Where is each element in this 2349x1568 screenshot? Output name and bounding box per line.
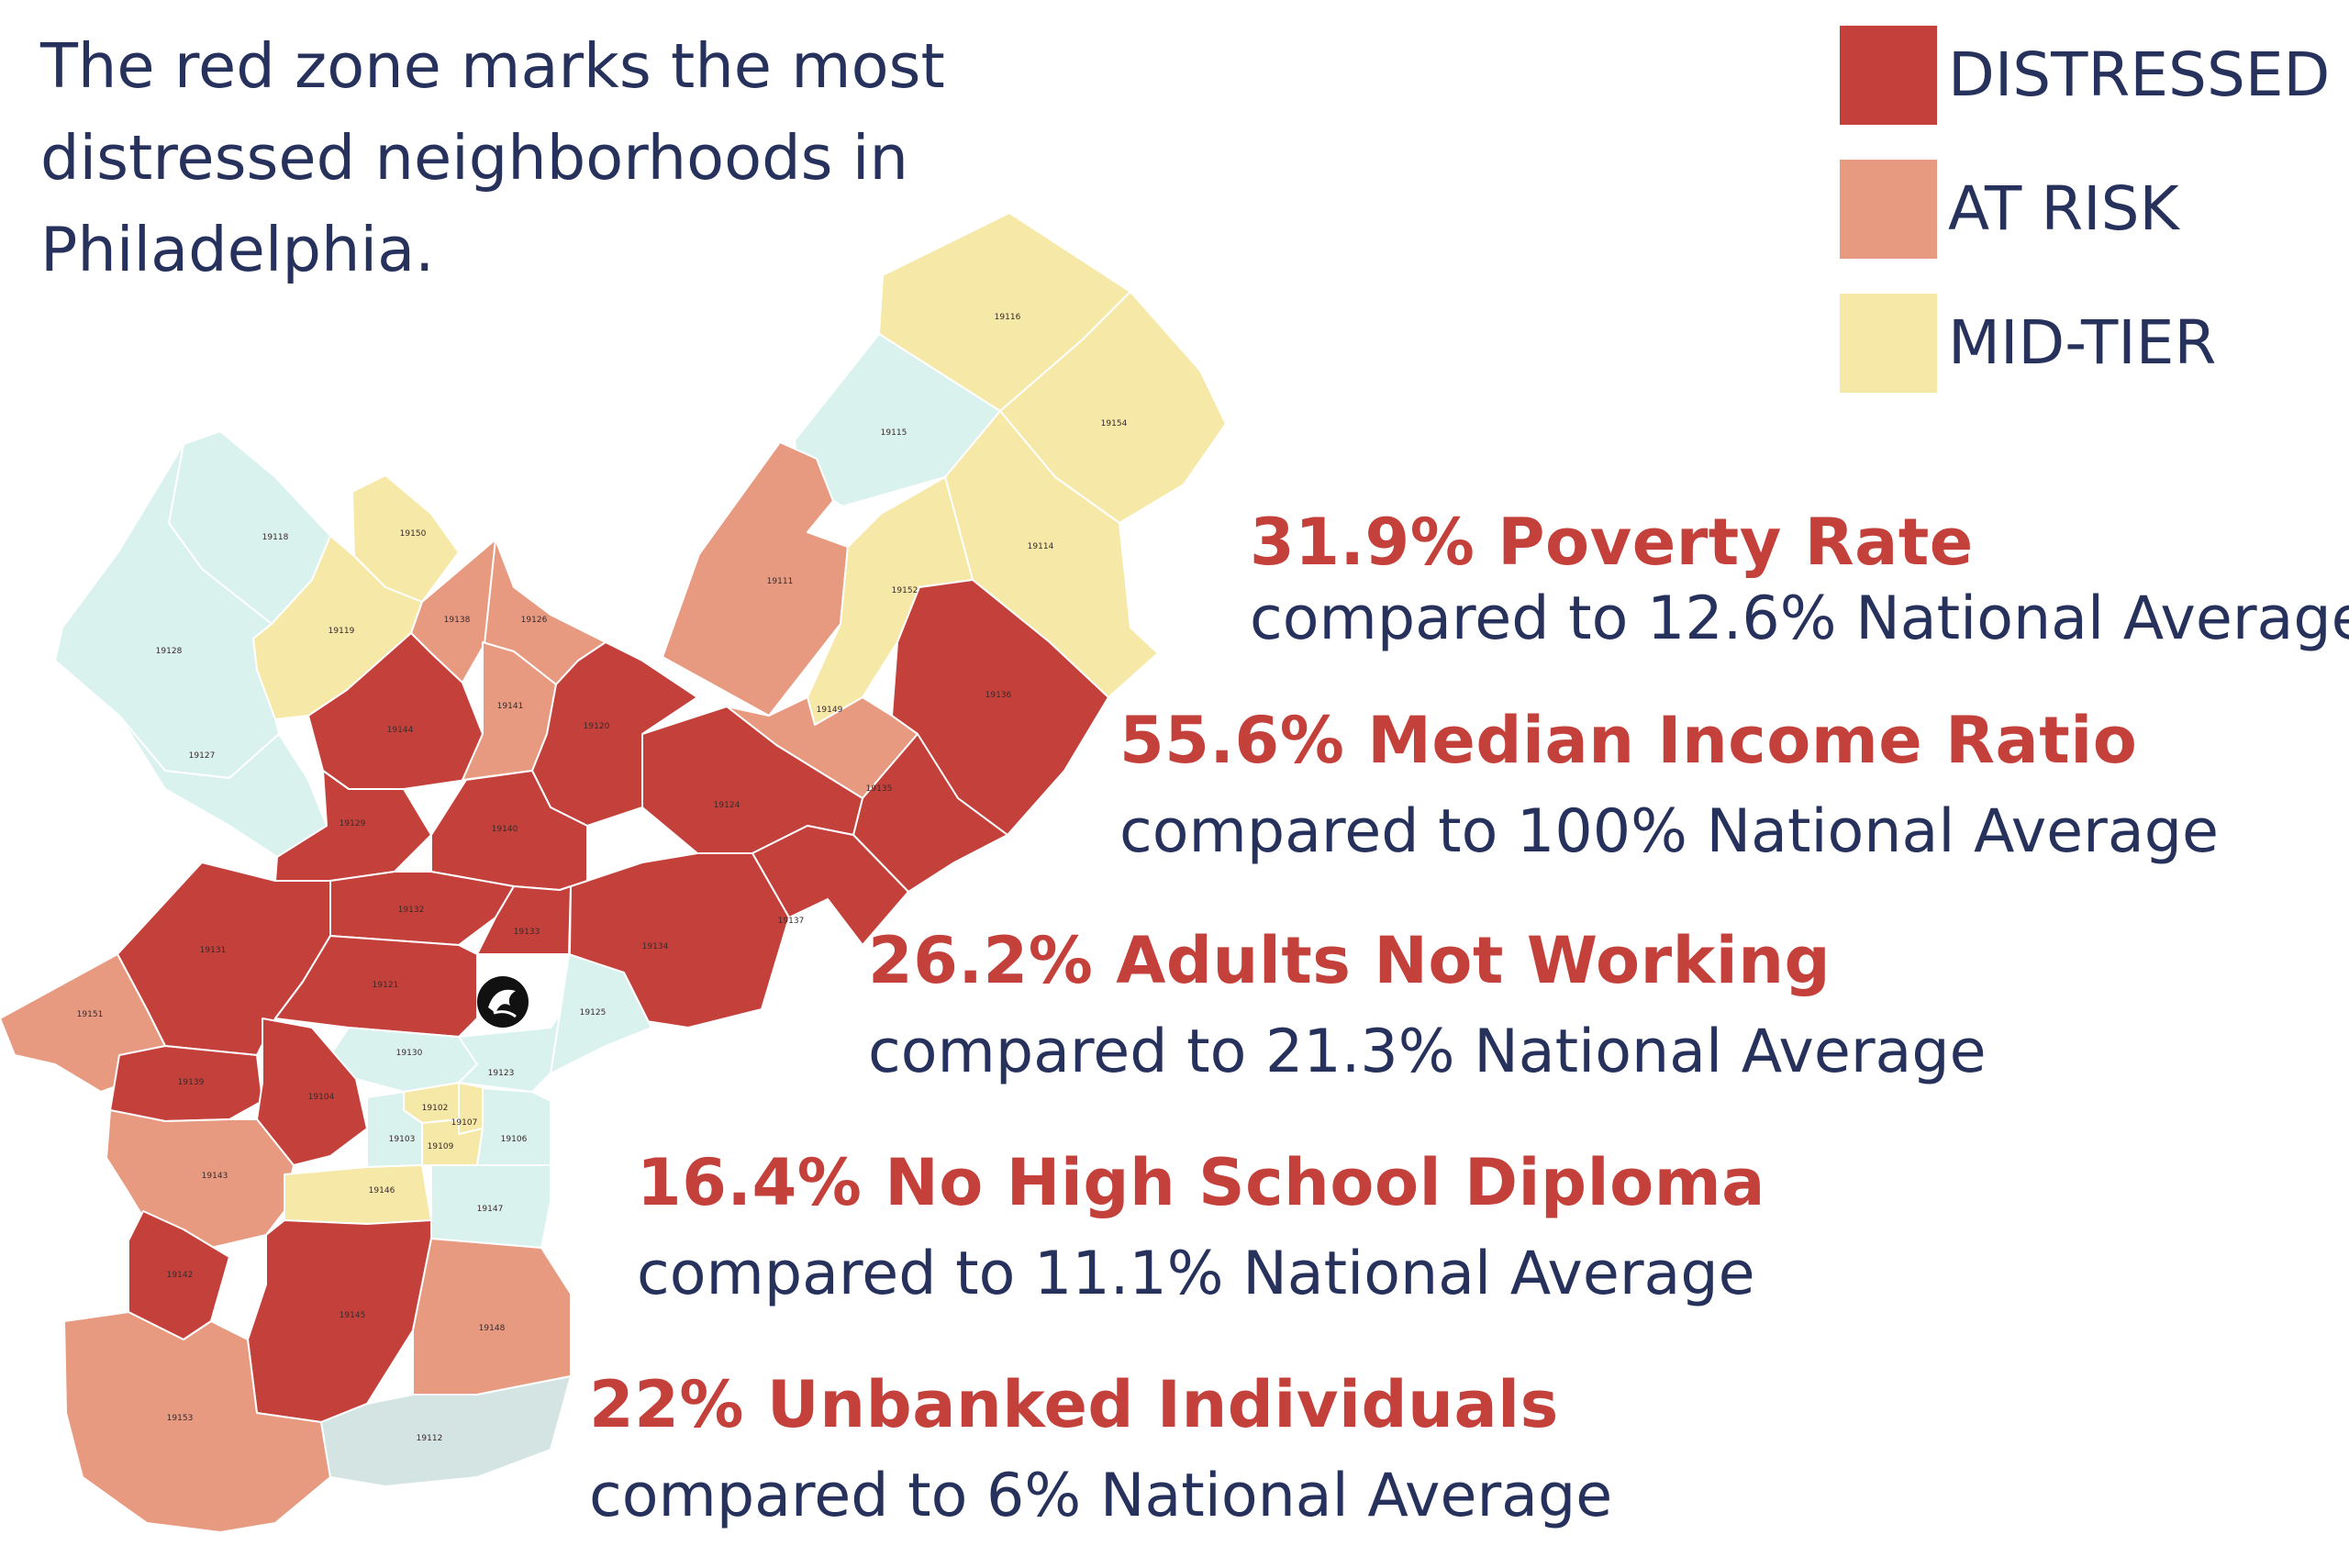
zip-area-19148	[412, 1238, 572, 1396]
zip-label-19135: 19135	[866, 784, 893, 794]
zip-label-19129: 19129	[340, 819, 366, 828]
stat-adults-not-working: 26.2% Adults Not Working compared to 21.…	[868, 919, 1987, 1094]
zip-area-19106	[476, 1087, 551, 1166]
zip-area-19112	[320, 1375, 572, 1487]
legend-swatch-distressed	[1840, 26, 1937, 125]
zip-label-19124: 19124	[714, 801, 740, 810]
zip-area-19123	[458, 1014, 561, 1093]
zip-label-19149: 19149	[817, 706, 843, 715]
zip-label-19119: 19119	[328, 627, 355, 636]
zip-label-19152: 19152	[892, 586, 918, 595]
stat-comparison: compared to 6% National Average	[589, 1462, 1613, 1530]
zip-label-19107: 19107	[451, 1118, 478, 1128]
zip-label-19141: 19141	[497, 702, 524, 711]
zip-label-19125: 19125	[580, 1008, 607, 1018]
zip-label-19134: 19134	[642, 942, 669, 951]
zip-label-19150: 19150	[400, 529, 427, 539]
zip-label-19140: 19140	[492, 825, 518, 834]
zip-area-19104	[256, 1018, 368, 1166]
zip-area-19127	[118, 715, 328, 858]
legend-swatch-at-risk	[1840, 160, 1937, 259]
zip-label-19131: 19131	[200, 946, 227, 955]
zip-label-19126: 19126	[521, 616, 548, 625]
zip-label-19127: 19127	[189, 751, 216, 761]
zip-label-19139: 19139	[178, 1078, 205, 1087]
zip-area-19145	[247, 1219, 432, 1423]
legend-label-distressed: DISTRESSED	[1948, 39, 2331, 110]
legend-swatch-mid-tier	[1840, 294, 1937, 393]
zip-label-19102: 19102	[422, 1104, 449, 1113]
zip-label-19147: 19147	[477, 1205, 504, 1214]
legend-label-at-risk: AT RISK	[1948, 173, 2179, 244]
zip-label-19118: 19118	[262, 533, 289, 542]
headline: The red zone marks the most distressed n…	[40, 30, 945, 285]
zip-area-19120	[531, 641, 698, 827]
zip-area-19146	[284, 1164, 432, 1225]
legend-item-mid-tier: MID-TIER	[1840, 294, 2317, 393]
zip-label-19137: 19137	[778, 917, 805, 926]
stat-unbanked-individuals: 22% Unbanked Individuals compared to 6% …	[589, 1363, 1612, 1538]
stat-headline: 26.2% Adults Not Working	[868, 923, 1831, 998]
legend-item-distressed: DISTRESSED	[1840, 26, 2330, 125]
zip-label-19106: 19106	[501, 1135, 528, 1144]
stat-headline: 31.9% Poverty Rate	[1250, 505, 1974, 580]
zip-label-19151: 19151	[77, 1010, 104, 1019]
zip-label-19116: 19116	[995, 313, 1021, 322]
zip-label-19123: 19123	[488, 1069, 515, 1078]
zip-label-19148: 19148	[479, 1324, 506, 1333]
zip-label-19114: 19114	[1028, 542, 1054, 551]
stat-no-high-school-diploma: 16.4% No High School Diploma compared to…	[637, 1141, 1765, 1316]
zip-label-19120: 19120	[584, 722, 610, 731]
stat-poverty-rate: 31.9% Poverty Rate compared to 12.6% Nat…	[1250, 501, 2349, 661]
stat-headline: 22% Unbanked Individuals	[589, 1367, 1559, 1442]
zip-label-19130: 19130	[396, 1049, 423, 1058]
zip-label-19109: 19109	[428, 1142, 454, 1151]
zip-label-19121: 19121	[373, 981, 399, 990]
zip-label-19138: 19138	[444, 616, 471, 625]
stat-headline: 16.4% No High School Diploma	[637, 1145, 1765, 1220]
zip-label-19143: 19143	[202, 1172, 228, 1181]
zip-label-19136: 19136	[985, 691, 1012, 700]
philadelphia-zip-map: 19116 19115 19154 19114 19111 19152 19136 19149…	[0, 212, 1227, 1533]
zip-label-19145: 19145	[340, 1311, 366, 1320]
zip-label-19111: 19111	[767, 577, 794, 586]
zip-label-19154: 19154	[1101, 419, 1128, 428]
zip-label-19115: 19115	[881, 428, 907, 438]
zip-label-19128: 19128	[156, 647, 183, 656]
zip-label-19132: 19132	[398, 906, 425, 915]
stat-headline: 55.6% Median Income Ratio	[1119, 703, 2138, 778]
zip-label-19153: 19153	[167, 1414, 194, 1423]
zip-area-19111	[662, 441, 849, 717]
zip-label-19144: 19144	[387, 726, 414, 735]
legend-label-mid-tier: MID-TIER	[1948, 307, 2217, 378]
stat-comparison: compared to 12.6% National Average	[1250, 584, 2349, 653]
zip-area-19137	[751, 825, 909, 946]
zip-label-19103: 19103	[389, 1135, 416, 1144]
zip-label-19104: 19104	[308, 1093, 335, 1102]
legend-item-at-risk: AT RISK	[1840, 160, 2317, 259]
organization-logo-marker-icon	[477, 976, 529, 1028]
zip-label-19142: 19142	[167, 1271, 194, 1280]
zip-label-19133: 19133	[514, 928, 540, 937]
stat-comparison: compared to 11.1% National Average	[637, 1240, 1755, 1308]
zip-label-19112: 19112	[417, 1434, 443, 1443]
stat-median-income-ratio: 55.6% Median Income Ratio compared to 10…	[1119, 699, 2219, 873]
zip-label-19146: 19146	[369, 1186, 395, 1195]
zip-area-19143	[106, 1109, 295, 1249]
stat-comparison: compared to 21.3% National Average	[868, 1018, 1987, 1086]
stat-comparison: compared to 100% National Average	[1119, 797, 2219, 866]
